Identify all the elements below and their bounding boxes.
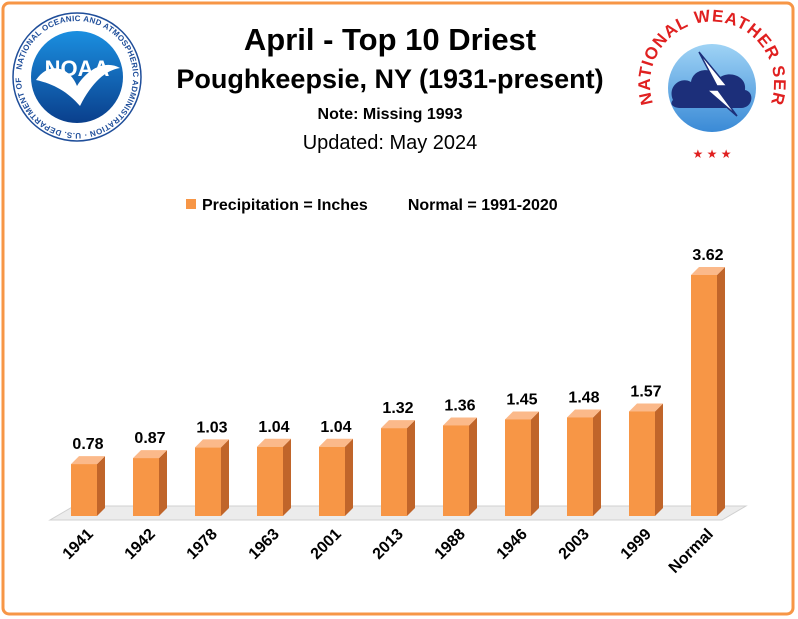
tick-label-2003: 2003 bbox=[556, 526, 593, 563]
bar-1941 bbox=[71, 456, 105, 516]
noaa-logo: NATIONAL OCEANIC AND ATMOSPHERIC ADMINIS… bbox=[10, 10, 142, 142]
bar-1946 bbox=[505, 411, 539, 516]
data-label-Normal: 3.62 bbox=[692, 247, 723, 264]
chart-title: April - Top 10 Driest bbox=[243, 22, 537, 57]
nws-logo: NATIONAL WEATHER SERVICE ★ ★ ★ bbox=[637, 8, 787, 158]
data-label-1941: 0.78 bbox=[72, 436, 103, 453]
bar-1988 bbox=[443, 417, 477, 516]
bar-2003 bbox=[567, 409, 601, 516]
chart-subtitle: Poughkeepsie, NY (1931-present) bbox=[176, 64, 604, 94]
data-label-1988: 1.36 bbox=[444, 397, 475, 414]
legend-swatch bbox=[186, 199, 196, 209]
data-label-2001: 1.04 bbox=[320, 419, 351, 436]
tick-label-1941: 1941 bbox=[60, 526, 97, 563]
tick-label-2013: 2013 bbox=[370, 526, 407, 563]
data-label-1946: 1.45 bbox=[506, 391, 537, 408]
bar-1999 bbox=[629, 403, 663, 516]
bar-2013 bbox=[381, 420, 415, 516]
bar-2001 bbox=[319, 438, 353, 516]
bar-1942 bbox=[133, 450, 167, 516]
tick-label-1963: 1963 bbox=[246, 526, 283, 563]
noaa-logo-text: NOAA bbox=[45, 56, 110, 81]
data-label-1999: 1.57 bbox=[630, 383, 661, 400]
tick-label-1988: 1988 bbox=[432, 526, 469, 563]
tick-label-1946: 1946 bbox=[494, 526, 531, 563]
svg-text:★ ★ ★: ★ ★ ★ bbox=[693, 147, 732, 158]
data-label-2013: 1.32 bbox=[382, 400, 413, 417]
tick-label-2001: 2001 bbox=[308, 526, 345, 563]
tick-label-1942: 1942 bbox=[122, 526, 159, 563]
legend-normal-label: Normal = 1991-2020 bbox=[407, 197, 558, 214]
bar-1963 bbox=[257, 438, 291, 516]
updated-date: Updated: May 2024 bbox=[302, 132, 478, 154]
data-label-1942: 0.87 bbox=[134, 430, 165, 447]
tick-label-Normal: Normal bbox=[666, 526, 717, 577]
tick-label-1999: 1999 bbox=[618, 526, 655, 563]
data-label-1963: 1.04 bbox=[258, 419, 289, 436]
chart-legend: Precipitation = Inches Normal = 1991-2020 bbox=[186, 197, 558, 215]
tick-label-1978: 1978 bbox=[184, 526, 221, 563]
data-label-2003: 1.48 bbox=[568, 389, 599, 406]
legend-series-label: Precipitation = Inches bbox=[202, 197, 368, 214]
data-label-1978: 1.03 bbox=[196, 419, 227, 436]
bar-1978 bbox=[195, 439, 229, 516]
chart-note: Note: Missing 1993 bbox=[317, 106, 463, 123]
bar-Normal bbox=[691, 267, 725, 516]
